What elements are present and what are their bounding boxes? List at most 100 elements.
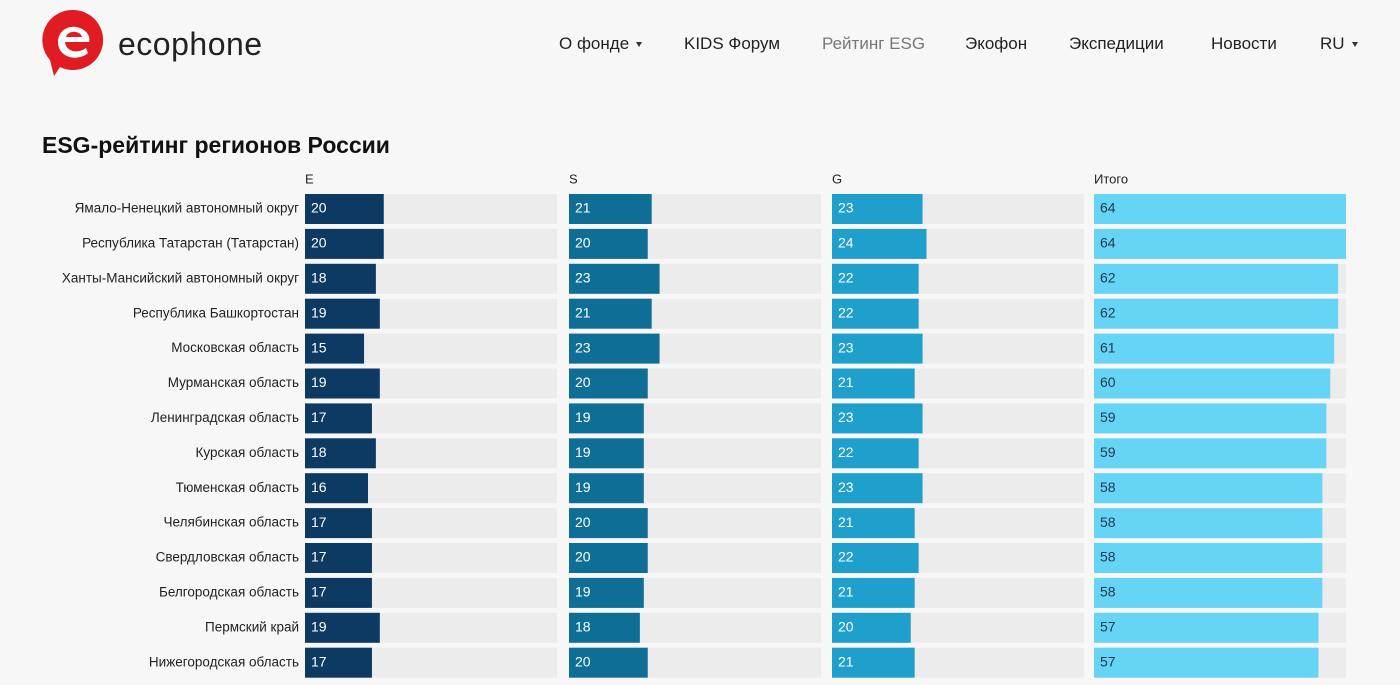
bar xyxy=(832,333,923,364)
value-label: 17 xyxy=(311,653,327,669)
nav-item[interactable]: Экспедиции xyxy=(1069,34,1164,54)
bar xyxy=(305,368,380,399)
bar xyxy=(569,194,652,224)
value-label: 18 xyxy=(575,619,591,635)
value-label: 18 xyxy=(311,444,327,460)
dropdown-caret xyxy=(636,42,643,48)
value-label: 64 xyxy=(1100,235,1116,251)
value-label: 17 xyxy=(311,409,327,425)
bar xyxy=(569,403,644,434)
value-label: 19 xyxy=(575,584,591,600)
bar xyxy=(569,612,640,643)
value-label: 15 xyxy=(311,339,327,355)
row-label: Республика Башкортостан xyxy=(133,305,299,320)
value-label: 20 xyxy=(311,200,327,216)
nav-label[interactable]: Экофон xyxy=(965,34,1028,53)
row-label: Белгородская область xyxy=(159,584,299,599)
bar xyxy=(569,508,648,539)
column-header: S xyxy=(569,171,578,186)
bar xyxy=(832,438,919,469)
bar xyxy=(305,612,380,643)
bar xyxy=(569,647,648,678)
value-label: 23 xyxy=(838,339,854,355)
bar xyxy=(832,368,915,399)
value-label: 61 xyxy=(1100,339,1116,355)
value-label: 17 xyxy=(311,514,327,530)
row-label: Пермский край xyxy=(205,619,299,634)
bar xyxy=(1094,403,1327,434)
value-label: 17 xyxy=(311,584,327,600)
value-label: 23 xyxy=(575,270,591,286)
bar xyxy=(1094,438,1327,469)
bar xyxy=(1094,508,1323,539)
row-label: Нижегородская область xyxy=(149,654,299,669)
bar xyxy=(569,473,644,504)
row-label: Республика Татарстан (Татарстан) xyxy=(82,235,299,250)
bar xyxy=(832,228,927,259)
nav-item[interactable]: KIDS Форум xyxy=(684,34,780,54)
nav-item[interactable]: Экофон xyxy=(965,34,1027,54)
value-label: 20 xyxy=(575,549,591,565)
row-label: Ленинградская область xyxy=(151,410,299,425)
value-label: 23 xyxy=(838,200,854,216)
value-label: 58 xyxy=(1100,549,1116,565)
value-label: 20 xyxy=(838,619,854,635)
value-label: 62 xyxy=(1100,270,1116,286)
bar xyxy=(305,403,372,434)
value-label: 58 xyxy=(1100,479,1116,495)
nav-item[interactable]: О фонде xyxy=(559,34,643,54)
bar xyxy=(305,228,384,259)
value-label: 19 xyxy=(575,409,591,425)
bar xyxy=(305,298,380,329)
bar xyxy=(1094,368,1331,399)
nav-item[interactable]: RU xyxy=(1320,34,1358,54)
value-label: 20 xyxy=(575,653,591,669)
bar xyxy=(832,194,923,224)
value-label: 64 xyxy=(1100,200,1116,216)
bar xyxy=(832,577,915,608)
value-label: 22 xyxy=(838,549,854,565)
nav-label[interactable]: О фонде xyxy=(559,34,630,53)
bar xyxy=(832,508,915,539)
value-label: 19 xyxy=(311,374,327,390)
bar xyxy=(569,368,648,399)
bar xyxy=(832,612,911,643)
value-label: 22 xyxy=(838,304,854,320)
logo-icon xyxy=(42,9,104,76)
nav-item[interactable]: Новости xyxy=(1211,34,1277,54)
bar xyxy=(832,403,923,434)
value-label: 19 xyxy=(575,444,591,460)
bar xyxy=(832,473,923,504)
bar xyxy=(305,194,384,224)
bar xyxy=(1094,194,1346,224)
value-label: 21 xyxy=(838,374,854,390)
value-label: 19 xyxy=(575,479,591,495)
bar xyxy=(569,298,652,329)
value-label: 21 xyxy=(838,514,854,530)
nav-label[interactable]: Новости xyxy=(1211,34,1277,53)
nav-label[interactable]: KIDS Форум xyxy=(684,34,781,53)
value-label: 21 xyxy=(575,200,591,216)
chart-title: ESG-рейтинг регионов России xyxy=(42,132,390,158)
bar xyxy=(305,438,376,469)
logo-text[interactable]: ecophone xyxy=(118,26,263,62)
bar xyxy=(832,543,919,573)
row-label: Курская область xyxy=(196,445,299,460)
value-label: 23 xyxy=(575,339,591,355)
value-label: 59 xyxy=(1100,409,1116,425)
nav-label[interactable]: Экспедиции xyxy=(1069,34,1164,53)
row-label: Ямало-Ненецкий автономный округ xyxy=(75,201,299,216)
nav-label[interactable]: RU xyxy=(1320,34,1345,53)
value-label: 22 xyxy=(838,444,854,460)
nav-label[interactable]: Рейтинг ESG xyxy=(822,34,926,53)
value-label: 58 xyxy=(1100,514,1116,530)
dropdown-caret xyxy=(1351,42,1358,48)
value-label: 17 xyxy=(311,549,327,565)
value-label: 21 xyxy=(838,653,854,669)
value-label: 20 xyxy=(311,235,327,251)
nav: О фонде KIDS Форум Рейтинг ESG Экофон Экспед… xyxy=(0,34,1400,58)
nav-item[interactable]: Рейтинг ESG xyxy=(822,34,925,54)
